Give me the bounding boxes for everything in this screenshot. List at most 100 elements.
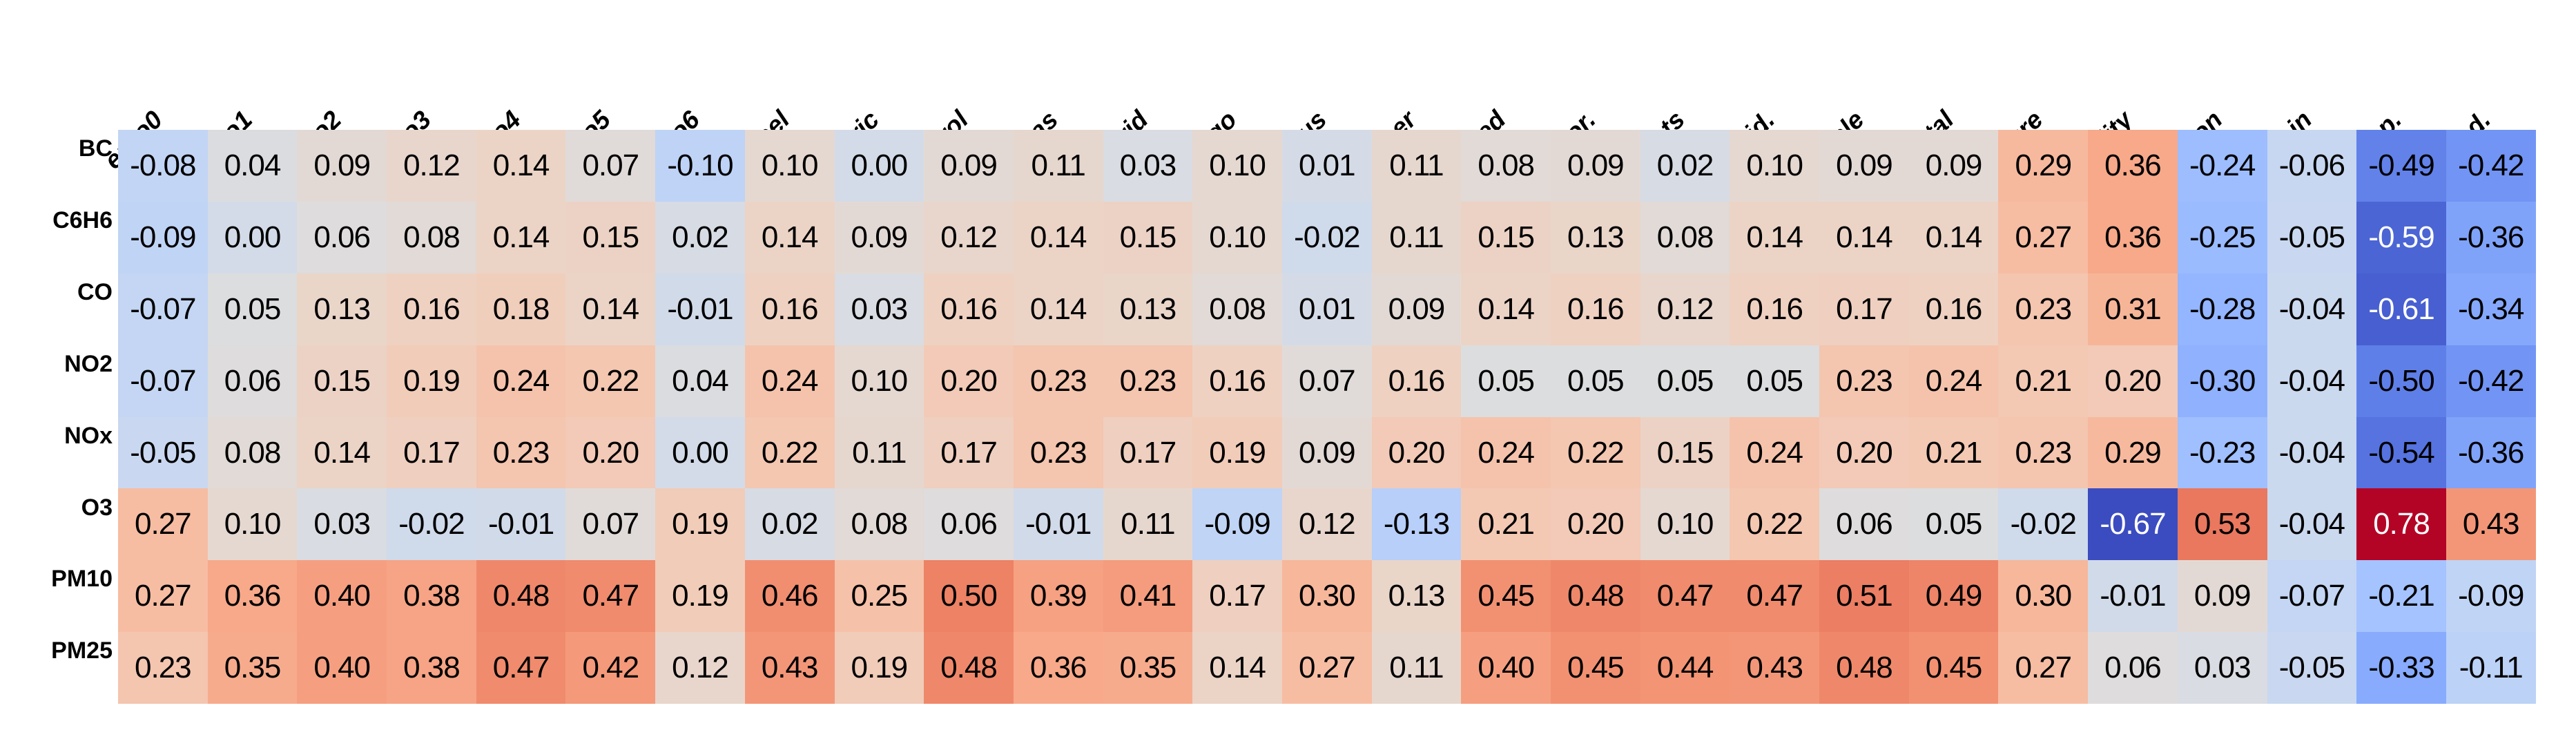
heatmap-cell: 0.21 bbox=[1908, 416, 1999, 489]
heatmap-cell: 0.44 bbox=[1640, 632, 1730, 704]
heatmap-cell: 0.27 bbox=[1998, 632, 2089, 704]
heatmap-cell: 0.09 bbox=[1281, 416, 1372, 489]
heatmap-cell: -0.05 bbox=[2267, 201, 2357, 273]
heatmap-cell: 0.11 bbox=[1371, 130, 1462, 202]
heatmap-cell: 0.02 bbox=[655, 201, 745, 273]
heatmap-cell: 0.15 bbox=[565, 201, 656, 273]
heatmap-cell: 0.14 bbox=[1461, 273, 1551, 345]
heatmap-cell: -0.01 bbox=[655, 273, 745, 345]
heatmap-cell: 0.08 bbox=[1192, 273, 1282, 345]
heatmap-cell: -0.42 bbox=[2446, 130, 2536, 202]
heatmap-cell: -0.24 bbox=[2177, 130, 2267, 202]
heatmap-cell: 0.04 bbox=[655, 345, 745, 417]
heatmap-cell: 0.09 bbox=[1908, 130, 1999, 202]
heatmap-cell: 0.13 bbox=[1371, 560, 1462, 633]
heatmap-cell: 0.12 bbox=[1640, 273, 1730, 345]
heatmap-cell: 0.13 bbox=[297, 273, 387, 345]
heatmap-cell: 0.21 bbox=[1998, 345, 2089, 417]
heatmap-cell: -0.07 bbox=[118, 273, 208, 345]
heatmap-cell: 0.20 bbox=[1819, 416, 1909, 489]
heatmap-cell: 0.15 bbox=[1640, 416, 1730, 489]
heatmap-cell: 0.17 bbox=[387, 416, 476, 489]
heatmap-cell: -0.02 bbox=[387, 488, 476, 561]
heatmap-cell: 0.08 bbox=[1461, 130, 1551, 202]
heatmap-cell: 0.16 bbox=[1730, 273, 1820, 345]
heatmap-cell: 0.19 bbox=[834, 632, 924, 704]
heatmap-cell: -0.67 bbox=[2088, 488, 2178, 561]
heatmap-cell: -0.28 bbox=[2177, 273, 2267, 345]
heatmap-cell: 0.41 bbox=[1103, 560, 1193, 633]
heatmap-cell: 0.06 bbox=[297, 201, 387, 273]
heatmap-cell: -0.04 bbox=[2267, 273, 2357, 345]
heatmap-cell: 0.22 bbox=[1551, 416, 1640, 489]
heatmap-cell: -0.05 bbox=[118, 416, 208, 489]
heatmap-cell: 0.19 bbox=[1192, 416, 1282, 489]
heatmap-cell: 0.05 bbox=[1640, 345, 1730, 417]
heatmap-cell: 0.08 bbox=[1640, 201, 1730, 273]
heatmap-cell: 0.09 bbox=[834, 201, 924, 273]
heatmap-cell: -0.23 bbox=[2177, 416, 2267, 489]
heatmap-cell: 0.43 bbox=[744, 632, 835, 704]
heatmap-cell: 0.48 bbox=[1819, 632, 1909, 704]
heatmap-cell: 0.17 bbox=[924, 416, 1014, 489]
heatmap-cell: 0.20 bbox=[1551, 488, 1640, 561]
heatmap-cell: 0.00 bbox=[655, 416, 745, 489]
heatmap-cell: 0.17 bbox=[1819, 273, 1909, 345]
heatmap-cell: 0.36 bbox=[2088, 130, 2178, 202]
heatmap-cell: 0.19 bbox=[655, 488, 745, 561]
heatmap-cell: 0.24 bbox=[1461, 416, 1551, 489]
heatmap-cell: 0.09 bbox=[1551, 130, 1640, 202]
heatmap-cell: 0.07 bbox=[1281, 345, 1372, 417]
heatmap-cell: 0.40 bbox=[1461, 632, 1551, 704]
heatmap-cell: 0.23 bbox=[118, 632, 208, 704]
heatmap-cell: -0.54 bbox=[2356, 416, 2446, 489]
heatmap-cell: 0.15 bbox=[1103, 201, 1193, 273]
heatmap-cell: 0.03 bbox=[1103, 130, 1193, 202]
heatmap-cell: 0.24 bbox=[1730, 416, 1820, 489]
heatmap-cell: 0.06 bbox=[1819, 488, 1909, 561]
heatmap-cell: 0.14 bbox=[1013, 273, 1103, 345]
heatmap-cell: 0.08 bbox=[207, 416, 298, 489]
heatmap-cell: 0.16 bbox=[387, 273, 476, 345]
heatmap-cell: -0.01 bbox=[1013, 488, 1103, 561]
heatmap-cell: 0.11 bbox=[1013, 130, 1103, 202]
heatmap-cell: 0.36 bbox=[1013, 632, 1103, 704]
heatmap-cell: 0.40 bbox=[297, 560, 387, 633]
heatmap-cell: 0.05 bbox=[207, 273, 298, 345]
heatmap-cell: 0.48 bbox=[924, 632, 1014, 704]
heatmap-cell: 0.04 bbox=[207, 130, 298, 202]
heatmap-cell: 0.05 bbox=[1551, 345, 1640, 417]
heatmap-cell: 0.25 bbox=[834, 560, 924, 633]
heatmap-cell: -0.13 bbox=[1371, 488, 1462, 561]
heatmap-cell: 0.24 bbox=[1908, 345, 1999, 417]
heatmap-cell: 0.16 bbox=[1908, 273, 1999, 345]
heatmap-cell: 0.12 bbox=[655, 632, 745, 704]
heatmap-cell: 0.27 bbox=[1998, 201, 2089, 273]
heatmap-cell: -0.04 bbox=[2267, 345, 2357, 417]
heatmap-cell: 0.14 bbox=[1192, 632, 1282, 704]
heatmap-cell: -0.04 bbox=[2267, 488, 2357, 561]
heatmap-cell: 0.36 bbox=[2088, 201, 2178, 273]
heatmap-cell: 0.27 bbox=[118, 560, 208, 633]
heatmap-cell: 0.06 bbox=[2088, 632, 2178, 704]
heatmap-cell: -0.42 bbox=[2446, 345, 2536, 417]
heatmap-cell: 0.19 bbox=[387, 345, 476, 417]
row-label-pm10: PM10 bbox=[51, 566, 113, 593]
heatmap-cell: 0.14 bbox=[1819, 201, 1909, 273]
heatmap-cell: 0.45 bbox=[1461, 560, 1551, 633]
heatmap-cell: 0.78 bbox=[2356, 488, 2446, 561]
heatmap-cell: 0.20 bbox=[924, 345, 1014, 417]
heatmap-cell: 0.46 bbox=[744, 560, 835, 633]
heatmap-cell: 0.11 bbox=[1371, 632, 1462, 704]
heatmap-cell: 0.18 bbox=[476, 273, 566, 345]
heatmap-grid: -0.08 0.04 0.09 0.12 0.14 0.07 -0.10 0.10 0.00 0.… bbox=[118, 130, 2536, 704]
heatmap-cell: 0.15 bbox=[1461, 201, 1551, 273]
heatmap-cell: -0.49 bbox=[2356, 130, 2446, 202]
heatmap-cell: 0.10 bbox=[1730, 130, 1820, 202]
heatmap-cell: 0.06 bbox=[207, 345, 298, 417]
heatmap-cell: 0.47 bbox=[565, 560, 656, 633]
heatmap-cell: 0.53 bbox=[2177, 488, 2267, 561]
heatmap-cell: -0.50 bbox=[2356, 345, 2446, 417]
heatmap-cell: 0.36 bbox=[207, 560, 298, 633]
heatmap-cell: 0.16 bbox=[1192, 345, 1282, 417]
